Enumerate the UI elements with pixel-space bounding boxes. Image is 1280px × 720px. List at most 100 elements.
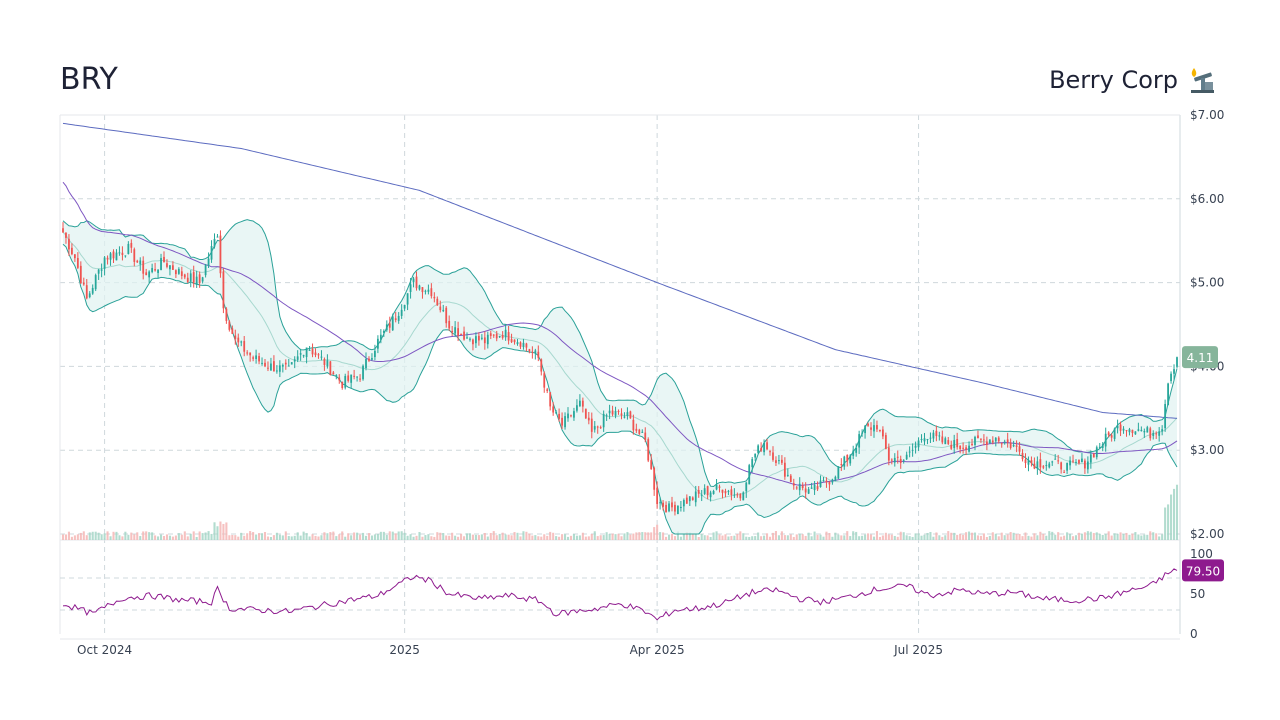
volume-bar <box>501 532 504 540</box>
volume-bar <box>1066 532 1069 540</box>
volume-bar <box>385 534 388 540</box>
volume-bar <box>1086 531 1089 540</box>
candle <box>466 332 468 340</box>
candle-body <box>828 481 831 485</box>
candle <box>653 466 656 496</box>
candle-body <box>341 381 344 388</box>
candle <box>828 481 831 491</box>
candle-body <box>552 406 555 413</box>
volume-bar <box>1021 536 1024 540</box>
candle-body <box>451 330 454 333</box>
volume-bar <box>932 536 935 540</box>
volume-bar <box>290 536 293 540</box>
volume-bar <box>397 531 400 540</box>
candle <box>896 450 899 464</box>
candle-body <box>605 415 608 417</box>
volume-bar <box>540 536 543 540</box>
candle <box>388 316 391 334</box>
volume-bar <box>656 524 659 540</box>
candle <box>920 434 923 443</box>
candle <box>213 233 216 249</box>
candle-body <box>1143 431 1146 433</box>
candle-body <box>1006 439 1009 443</box>
candle <box>166 259 168 269</box>
candle <box>926 438 929 445</box>
candle-body <box>157 269 159 274</box>
candle-body <box>498 335 501 338</box>
volume-bar <box>875 531 879 540</box>
volume-bar <box>813 531 816 540</box>
candle <box>495 330 498 342</box>
candle-body <box>365 358 367 369</box>
volume-bar <box>959 533 962 540</box>
candle-body <box>486 334 489 345</box>
candle <box>216 234 219 238</box>
candle-body <box>94 275 97 290</box>
candle-body <box>727 490 730 492</box>
candle-body <box>781 459 783 463</box>
candle <box>801 482 804 491</box>
volume-bar <box>1161 534 1164 540</box>
volume-bar <box>1048 531 1051 540</box>
candle-body <box>166 263 168 267</box>
volume-bar <box>373 534 376 540</box>
candle-body <box>985 441 988 445</box>
candle <box>192 265 195 288</box>
volume-bar <box>320 535 323 540</box>
volume-bar <box>1089 531 1092 540</box>
candle <box>1164 399 1167 432</box>
volume-bar <box>323 532 326 540</box>
volume-bar <box>1170 494 1173 540</box>
volume-bar <box>364 535 368 540</box>
candle <box>231 325 234 335</box>
candle-body <box>1134 431 1137 435</box>
candle-body <box>988 439 991 444</box>
candle <box>1170 371 1172 384</box>
candle-body <box>926 439 929 441</box>
candle <box>772 446 774 462</box>
candle-body <box>273 361 275 372</box>
candle <box>1084 458 1086 474</box>
candle <box>816 481 819 491</box>
volume-bar <box>569 535 573 540</box>
candle <box>605 413 608 421</box>
volume-bar <box>537 536 540 540</box>
candle <box>590 412 593 439</box>
candle-body <box>258 356 260 362</box>
candle <box>311 343 314 358</box>
candle-body <box>772 452 774 460</box>
candle <box>1098 442 1101 449</box>
volume-bar <box>620 536 623 540</box>
volume-bar <box>207 531 210 540</box>
candle-body <box>611 410 614 415</box>
candle <box>1176 356 1178 369</box>
volume-bar <box>1175 484 1179 540</box>
volume-bar <box>956 534 959 540</box>
volume-bar <box>204 532 207 540</box>
candle-body <box>293 359 296 362</box>
candle <box>157 269 159 279</box>
candle <box>293 356 296 369</box>
candle-body <box>724 491 727 494</box>
candle-body <box>685 497 688 504</box>
candle-body <box>305 347 308 358</box>
volume-bar <box>694 534 697 540</box>
candle <box>968 441 970 453</box>
candle-body <box>537 351 540 358</box>
volume-bar <box>878 536 881 540</box>
volume-bar <box>222 523 225 540</box>
candle <box>994 437 997 447</box>
volume-bar <box>670 533 674 540</box>
candle-body <box>186 277 189 282</box>
candle-body <box>136 260 139 263</box>
candle <box>635 423 638 434</box>
candle <box>950 440 953 450</box>
candle-body <box>151 268 154 273</box>
volume-bar <box>587 536 590 540</box>
volume-bar <box>534 535 537 540</box>
candle-body <box>1128 429 1131 433</box>
volume-bars <box>61 484 1179 540</box>
volume-bar <box>1146 534 1149 540</box>
volume-bar <box>721 535 724 540</box>
candle <box>867 422 869 427</box>
